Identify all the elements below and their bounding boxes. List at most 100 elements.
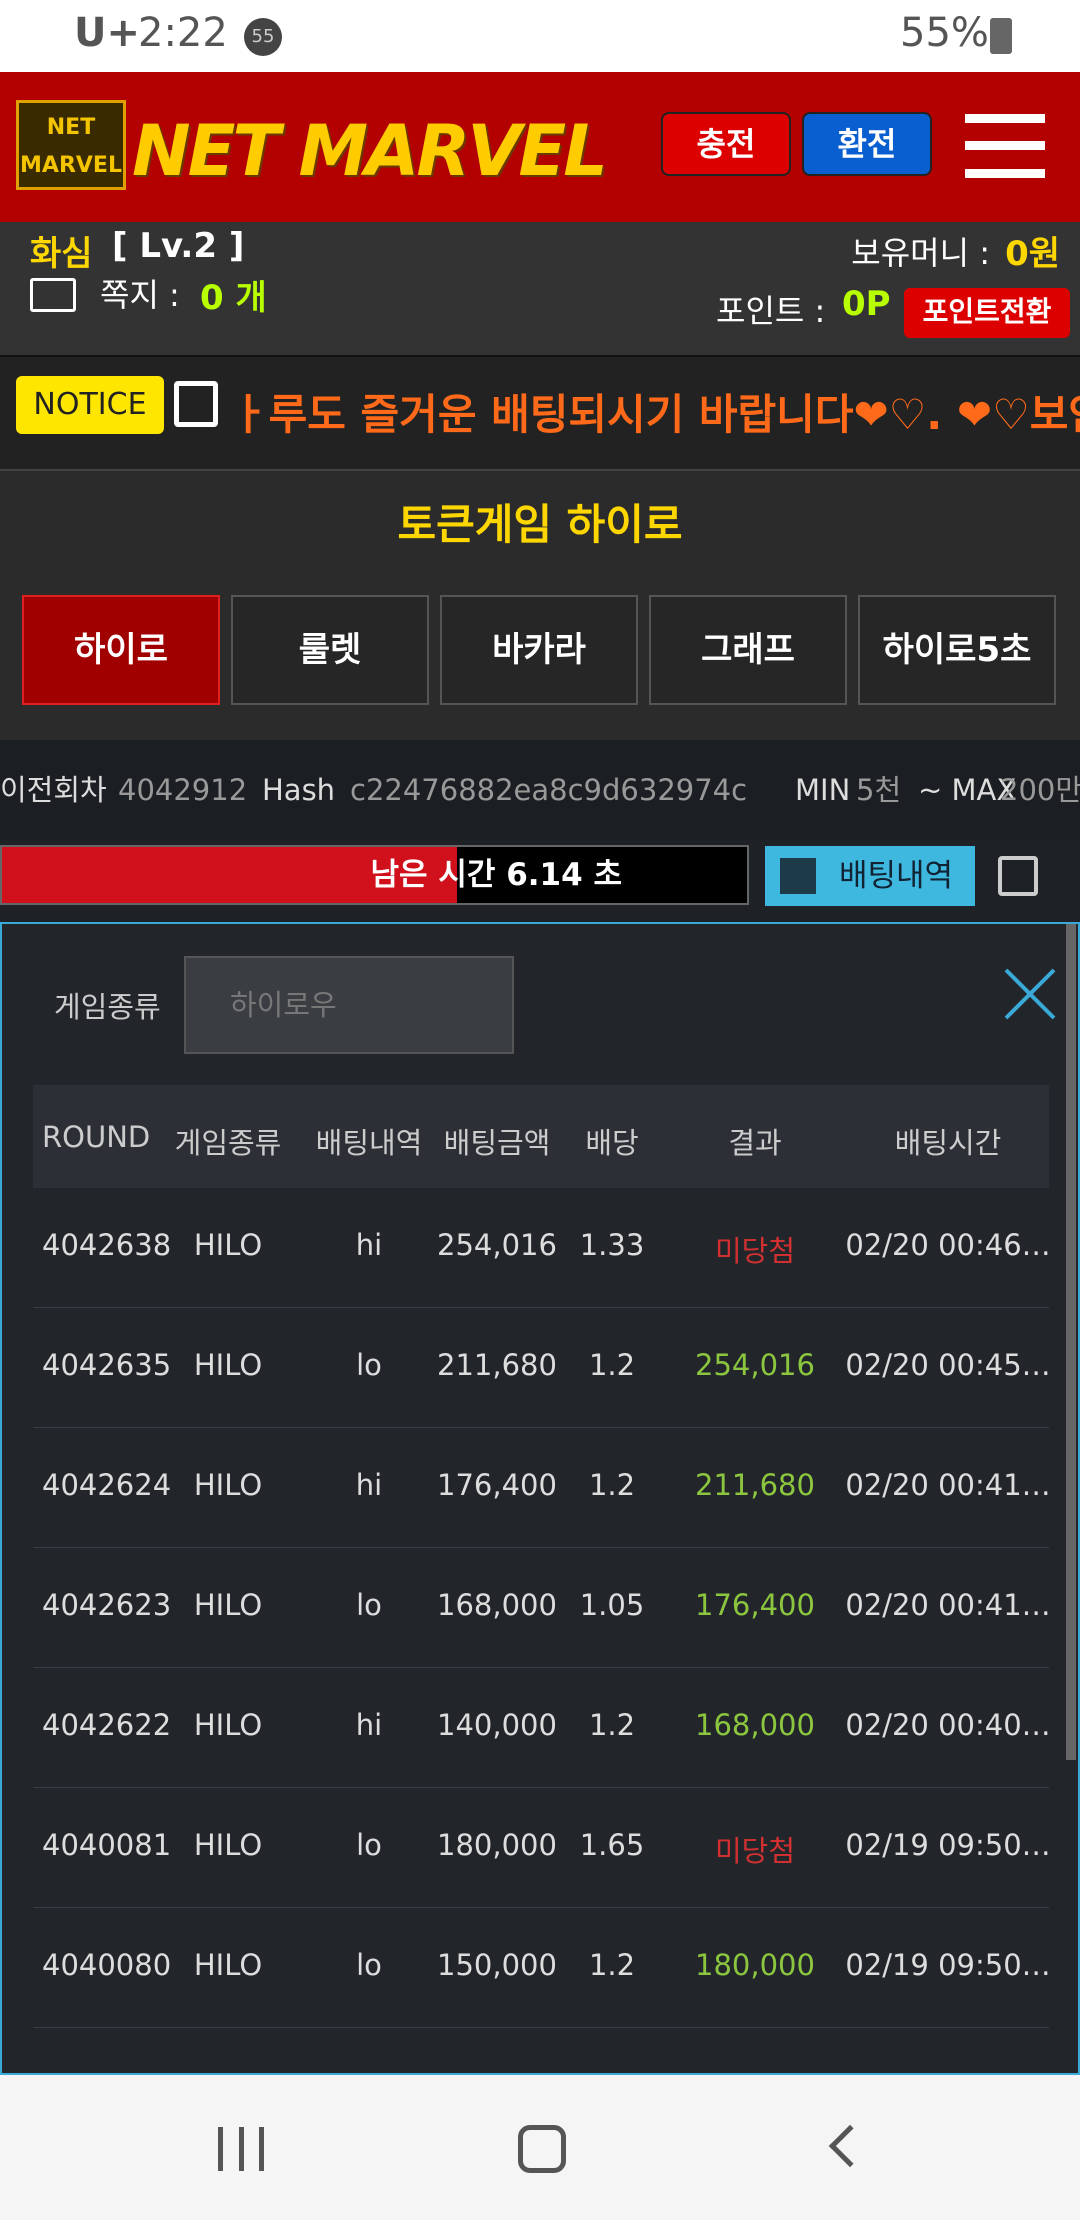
table-cell: lo [356, 1948, 382, 1982]
hash-label: Hash [262, 773, 336, 807]
notice-badge: NOTICE [16, 376, 164, 434]
charge-button[interactable]: 충전 [661, 112, 791, 176]
table-cell: HILO [193, 1708, 263, 1742]
table-cell: 02/20 00:46… [845, 1228, 1051, 1262]
sound-button[interactable] [998, 856, 1038, 896]
table-cell: lo [356, 1348, 382, 1382]
table-cell: HILO [193, 1828, 263, 1862]
table-cell: 4042623 [42, 1588, 172, 1622]
table-cell: HILO [193, 1588, 263, 1622]
table-cell: lo [356, 1828, 382, 1862]
table-cell: 02/19 09:50… [845, 1828, 1051, 1862]
close-icon [1004, 968, 1056, 1020]
table-cell: 4040081 [42, 1828, 172, 1862]
table-cell: 1.33 [579, 1228, 645, 1262]
table-cell: HILO [193, 1348, 263, 1382]
battery-icon [990, 18, 1012, 54]
carrier: U+ [74, 10, 140, 56]
table-cell: 4042638 [42, 1228, 172, 1262]
exchange-button[interactable]: 환전 [802, 112, 932, 176]
hash: c22476882ea8c9d632974c… [350, 773, 750, 807]
table-cell: lo [356, 1588, 382, 1622]
game-section: 토큰게임 하이로 하이로 룰렛 바카라 그래프 하이로5초 [0, 471, 1080, 740]
menu-button[interactable] [965, 114, 1045, 178]
min-label: MIN [795, 773, 851, 807]
status-badge: 55 [244, 18, 282, 56]
min: 5천 [856, 773, 902, 807]
round-info: 이전회차 4042912 Hash c22476882ea8c9d632974c… [0, 740, 1080, 840]
game-tab[interactable]: 하이로5초 [858, 595, 1056, 705]
column-header: 배팅금액 [443, 1126, 551, 1160]
max: 200만 [1000, 773, 1080, 807]
table-cell: 254,016 [695, 1348, 815, 1382]
row-divider [33, 1907, 1049, 1908]
table-cell: 211,680 [695, 1468, 815, 1502]
table-cell: 1.2 [588, 1468, 636, 1502]
table-cell: 180,000 [695, 1948, 815, 1982]
game-title: 토큰게임 하이로 [397, 500, 683, 549]
header: NET MARVEL NET MARVEL 충전 환전 [0, 72, 1080, 222]
table-header [33, 1085, 1049, 1188]
table-cell: HILO [193, 1468, 263, 1502]
game-tab[interactable]: 바카라 [440, 595, 638, 705]
column-header: 배팅내역 [315, 1126, 423, 1160]
scrollbar [1066, 924, 1076, 1760]
table-cell: 02/20 00:45… [845, 1348, 1051, 1382]
game-tab[interactable]: 그래프 [649, 595, 847, 705]
home-button[interactable] [518, 2125, 566, 2173]
game-tab[interactable]: 룰렛 [231, 595, 429, 705]
back-button[interactable] [828, 2124, 872, 2168]
row-divider [33, 1667, 1049, 1668]
row-divider [33, 2027, 1049, 2028]
table-cell: 168,000 [437, 1588, 557, 1622]
message-label[interactable]: 쪽지 : [100, 276, 180, 314]
user-level: [ Lv.2 ] [112, 226, 245, 266]
logo[interactable]: NET MARVEL [132, 110, 608, 192]
timer-progress [2, 847, 457, 903]
table-cell: 1.05 [579, 1588, 645, 1622]
timer-bar: 남은 시간 6.14 초 [0, 845, 749, 905]
table-cell: 168,000 [695, 1708, 815, 1742]
table-cell: 미당첨 [714, 1834, 796, 1868]
row-divider [33, 1787, 1049, 1788]
close-button[interactable] [1002, 966, 1058, 1022]
speaker-icon[interactable] [174, 381, 218, 427]
money-label: 보유머니 : [851, 234, 990, 272]
column-header: 결과 [728, 1126, 782, 1160]
history-icon [780, 858, 816, 894]
table-cell: 180,000 [437, 1828, 557, 1862]
table-cell: 1.2 [588, 1348, 636, 1382]
user-name: 화심 [30, 234, 93, 274]
table-cell: 1.65 [579, 1828, 645, 1862]
notice-bar: NOTICE ㅏ루도 즐거운 배팅되시기 바랍니다❤♡. ❤♡보안상 배 [0, 357, 1080, 471]
column-header: 배팅시간 [894, 1126, 1002, 1160]
table-cell: HILO [193, 1228, 263, 1262]
table-cell: 02/20 00:41… [845, 1468, 1051, 1502]
table-cell: 176,400 [695, 1588, 815, 1622]
message-icon[interactable] [30, 278, 76, 312]
column-header: ROUND [42, 1120, 151, 1154]
table-cell: 4042622 [42, 1708, 172, 1742]
row-divider [33, 1427, 1049, 1428]
row-divider [33, 1547, 1049, 1548]
money: 0원 [1005, 234, 1060, 274]
prev-round: 4042912 [118, 773, 248, 807]
table-cell: 02/20 00:40… [845, 1708, 1051, 1742]
game-tab[interactable]: 하이로 [22, 595, 220, 705]
filter-label: 게임종류 [54, 990, 161, 1024]
recent-apps-button[interactable] [218, 2127, 264, 2171]
history-panel: 게임종류 하이로우 ROUND 게임종류 배팅내역 배팅금액 배당 결과 배팅시간 40426… [0, 922, 1080, 2075]
table-cell: 150,000 [437, 1948, 557, 1982]
max-label: ~ MAX [918, 773, 1017, 807]
point-convert-button[interactable]: 포인트전환 [904, 288, 1070, 338]
table-cell: hi [355, 1468, 383, 1502]
table-cell: 4042635 [42, 1348, 172, 1382]
table-cell: 211,680 [437, 1348, 557, 1382]
filter-select[interactable]: 하이로우 [184, 956, 514, 1054]
clock: 2:22 [138, 10, 228, 56]
battery-level: 55% [900, 10, 989, 56]
prev-label: 이전회차 [0, 773, 107, 807]
logo-badge: NET MARVEL [16, 100, 126, 190]
message-count[interactable]: 0 개 [200, 278, 267, 318]
